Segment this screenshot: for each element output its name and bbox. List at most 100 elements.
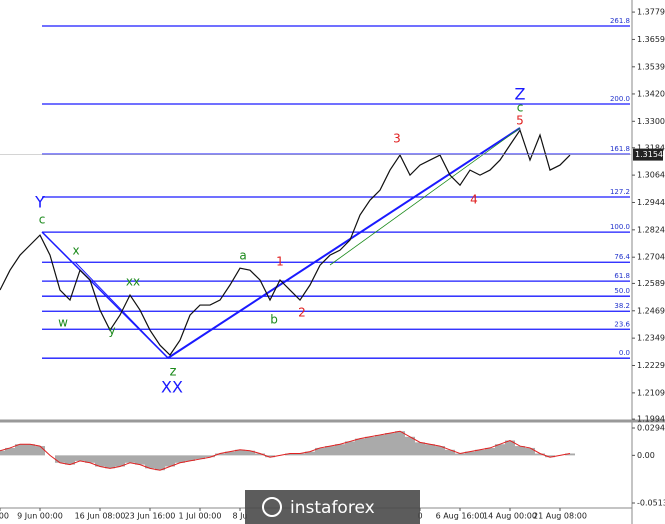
osc-bar [375,434,385,456]
osc-bar [235,449,245,456]
wave-label: xx [126,275,140,289]
osc-bar [55,455,65,463]
osc-tick-label: 0.02947 [637,424,665,433]
x-tick-label: 16 Jun 08:00 [75,512,126,521]
x-tick-label: 6 Aug 16:00 [436,512,485,521]
osc-bar [145,455,155,469]
osc-bar [205,455,215,458]
osc-bar [415,442,425,456]
y-tick-label: 1.2229 [637,361,665,370]
wave-line [167,127,521,359]
osc-bar [345,441,355,456]
wave-label: w [58,316,68,330]
osc-bar [85,455,95,463]
osc-bar [95,455,105,467]
osc-bar [385,433,395,456]
watermark-logo [262,497,282,517]
wave-label: 5 [516,114,524,128]
watermark-box [245,490,420,524]
y-tick-label: 1.2589 [637,279,665,288]
osc-bar [175,455,185,463]
wave-label: XX [161,378,183,397]
fib-label: 100.0 [610,223,630,231]
osc-bar [15,444,25,456]
x-tick-label: 14 Aug 00:00 [483,512,537,521]
osc-bar [475,449,485,456]
y-tick-label: 1.2469 [637,306,665,315]
osc-bar [495,444,505,456]
x-tick-label: 0:00 [0,512,9,521]
y-tick-label: 1.3064 [637,171,665,180]
osc-bar [0,450,5,456]
osc-bar [25,444,35,456]
osc-bar [295,453,305,456]
wave-label: 4 [470,193,478,207]
osc-bar [515,446,525,456]
fib-label: 23.6 [614,320,630,328]
wave-line [74,261,169,359]
fib-label: 200.0 [610,95,630,103]
osc-bar [215,453,225,456]
x-tick-label: 8 Ju [232,512,247,521]
osc-bar [565,453,575,456]
osc-bar [285,453,295,456]
x-tick-label: 23 Jun 16:00 [125,512,176,521]
osc-bar [485,447,495,456]
osc-bar [35,446,45,456]
wave-label: 2 [298,306,306,320]
y-tick-label: 1.2944 [637,198,665,207]
osc-bar [465,451,475,456]
osc-bar [75,455,85,461]
x-tick-label: 9 Jun 00:00 [17,512,63,521]
fib-label: 76.4 [614,253,630,261]
y-tick-label: 1.2349 [637,334,665,343]
fib-label: 261.8 [610,17,630,25]
osc-bar [455,453,465,456]
osc-tick-label: -0.05133 [637,499,665,508]
osc-bar [135,455,145,465]
wave-label: a [239,249,246,263]
osc-bar [165,455,175,467]
osc-bar [255,453,265,456]
x-tick-label: 21 Aug 08:00 [533,512,587,521]
wave-label: Y [34,193,45,212]
osc-line [0,430,571,471]
wave-label: 1 [276,255,284,269]
y-tick-label: 1.3659 [637,35,665,44]
fib-label: 161.8 [610,145,630,153]
osc-bar [65,455,75,465]
osc-bar [315,447,325,456]
osc-bar [445,449,455,456]
osc-bar [405,436,415,456]
osc-bar [435,446,445,456]
y-tick-label: 1.2704 [637,253,665,262]
last-price-label: 1.3154 [635,150,663,159]
osc-bar [265,455,275,458]
wave-label: x [72,244,79,258]
osc-bar [545,455,555,458]
fib-label: 61.8 [614,272,630,280]
y-tick-label: 1.3300 [637,117,665,126]
wave-label: y [108,324,115,338]
osc-bar [365,436,375,456]
y-tick-label: 1.3184 [637,143,665,152]
osc-bar [185,455,195,461]
osc-bar [5,447,15,456]
osc-bar [325,446,335,456]
fib-label: 0.0 [619,349,630,357]
wave-label: 3 [393,132,401,146]
watermark: instaforex [290,498,375,518]
y-tick-label: 1.1994 [637,415,665,424]
y-tick-label: 1.3779 [637,8,665,17]
osc-bar [245,450,255,456]
y-tick-label: 1.3539 [637,62,665,71]
osc-bar [525,447,535,456]
y-tick-label: 1.2824 [637,225,665,234]
osc-bar [305,451,315,456]
x-tick-label: 1 Jul 00:00 [179,512,222,521]
osc-bar [195,455,205,460]
fib-label: 50.0 [614,287,630,295]
osc-tick-label: 0.00 [637,451,655,460]
